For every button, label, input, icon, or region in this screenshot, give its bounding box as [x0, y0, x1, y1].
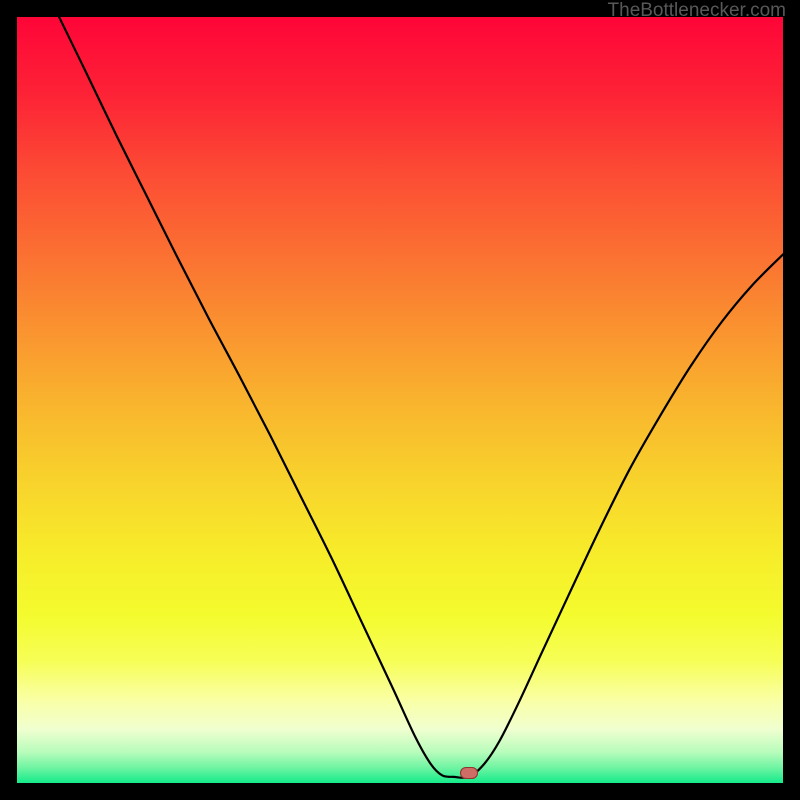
chart-container: TheBottlenecker.com — [0, 0, 800, 800]
gradient-background — [17, 17, 783, 783]
optimal-point-marker — [460, 767, 478, 779]
plot-area — [17, 17, 783, 783]
watermark-text: TheBottlenecker.com — [608, 0, 786, 22]
